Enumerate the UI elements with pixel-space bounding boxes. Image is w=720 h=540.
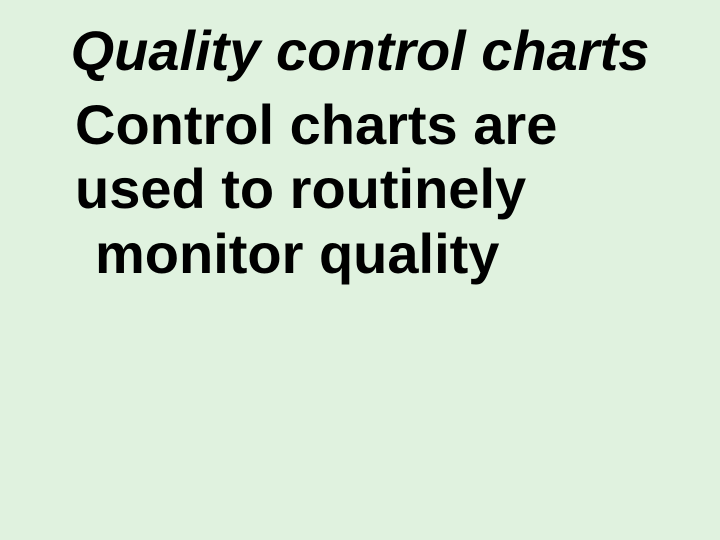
slide-title: Quality control charts xyxy=(0,18,720,83)
body-line-3: monitor quality xyxy=(75,222,670,286)
body-line-2: used to routinely xyxy=(75,157,670,221)
body-line-1: Control charts are xyxy=(75,93,670,157)
slide-container: Quality control charts Control charts ar… xyxy=(0,0,720,540)
slide-body: Control charts are used to routinely mon… xyxy=(0,93,720,286)
